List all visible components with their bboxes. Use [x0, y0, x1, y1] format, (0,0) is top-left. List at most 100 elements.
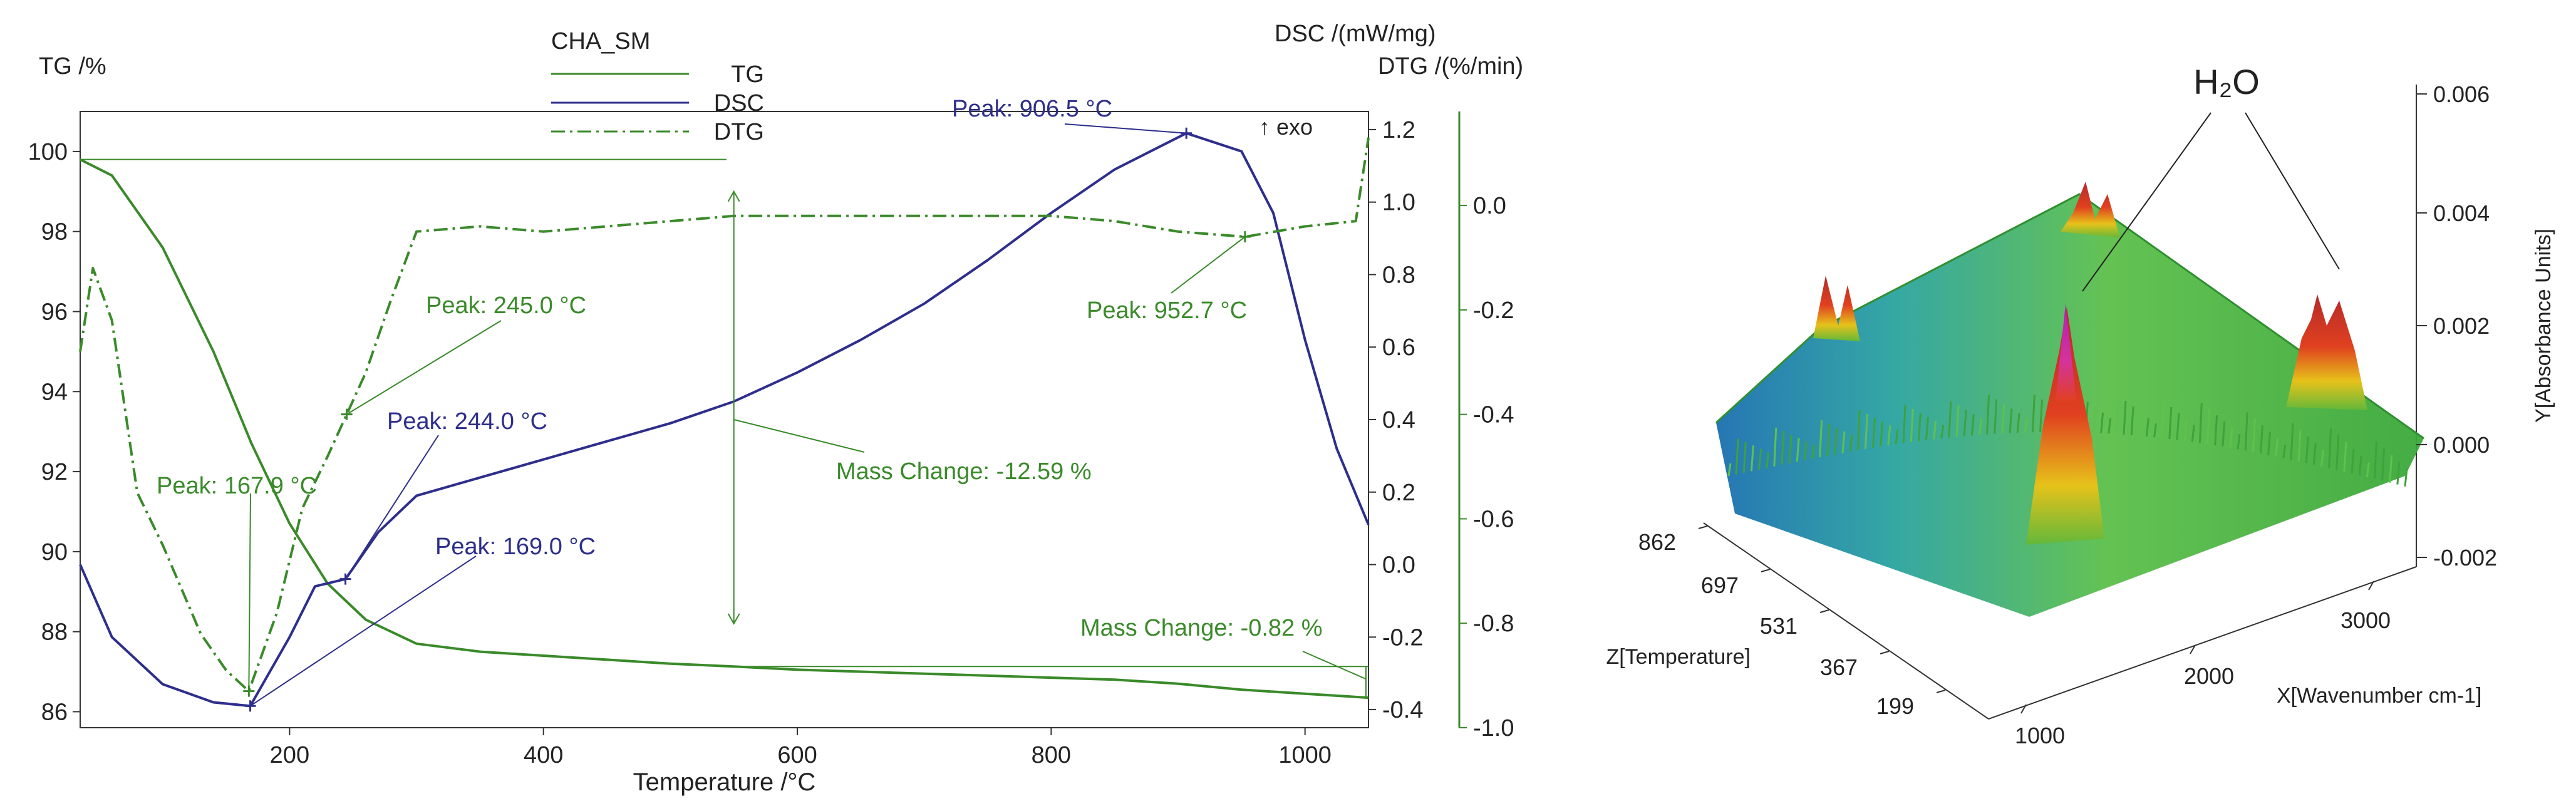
surface-spike	[2168, 406, 2173, 440]
dtg-tick-label: -0.4	[1473, 402, 1514, 428]
surface-spike	[2130, 406, 2134, 436]
x3d-tick-label: 3000	[2341, 607, 2391, 633]
surface-spike	[2237, 434, 2241, 450]
dtg-axis-title: DTG /(%/min)	[1378, 53, 1523, 80]
surface-spike	[2389, 455, 2393, 483]
dtg-tick-label: -0.6	[1473, 506, 1514, 532]
series-dsc	[79, 132, 1370, 708]
h2o-peak-stretching	[2286, 294, 2367, 410]
annotation-label: Peak: 169.0 °C	[435, 534, 596, 560]
tga-dsc-chart: 200 400 600 800 1000 Temperature /°C 86 88 90 92 9…	[28, 21, 1524, 796]
surface-spike	[1986, 395, 1990, 435]
surface-spike	[2031, 395, 2035, 433]
ftir-3d-chart: H₂O 0.006 0.004 0.002 0.000 -0.002 Y[Absorbanc…	[1606, 62, 2555, 748]
surface-spike	[1994, 399, 1998, 434]
surface-spike	[2009, 408, 2013, 433]
z3d-tick-label: 697	[1701, 572, 1739, 598]
surface-spike	[1727, 463, 1732, 477]
surface-spike	[1880, 421, 1884, 447]
x3d-axis-title: X[Wavenumber cm-1]	[2277, 684, 2482, 708]
h2o-pointer-right	[2245, 112, 2340, 270]
surface-spike	[2305, 436, 2309, 463]
chart-title: CHA_SM	[551, 28, 650, 54]
surface-spike	[1856, 410, 1861, 451]
surface-spike	[2297, 430, 2302, 462]
surface-spike	[1849, 435, 1853, 452]
tg-tick-label: 90	[41, 539, 68, 566]
surface-spike	[1811, 445, 1815, 459]
surface-spike	[1963, 410, 1967, 436]
surface-spike	[2214, 415, 2218, 446]
surface-spike	[1766, 452, 1770, 468]
surface-spike	[2145, 417, 2149, 437]
dtg-tick-label: -1.0	[1473, 715, 1514, 741]
surface-spike	[1910, 408, 1914, 443]
surface-spike	[2320, 450, 2325, 467]
dsc-tick-label: 0.2	[1382, 480, 1415, 506]
dsc-tick-label: 0.8	[1382, 262, 1415, 288]
mass-change-arrowhead	[727, 190, 740, 202]
annotation-leader	[250, 555, 477, 707]
surface-spike	[1940, 425, 1945, 439]
surface-spike	[2351, 448, 2355, 474]
h2o-label: H₂O	[2193, 62, 2260, 101]
y3d-axis-title: Y[Absorbance Units]	[2532, 229, 2555, 423]
ftir-group: H₂O 0.006 0.004 0.002 0.000 -0.002 Y[Absorbanc…	[1606, 62, 2555, 748]
mass-change-leader-2	[1302, 651, 1367, 680]
surface-spike	[2016, 413, 2020, 433]
annotation-leader	[1064, 123, 1187, 134]
surface-spike	[2312, 443, 2317, 465]
surface-spike	[1925, 416, 1930, 441]
surface-spike	[2176, 413, 2180, 440]
surface-spike	[1917, 413, 1922, 442]
surface-spike	[2366, 462, 2370, 477]
x3d-tick-label: 1000	[2015, 723, 2065, 748]
surface-spike	[2024, 418, 2028, 433]
surface-spike	[2206, 409, 2210, 445]
annotation-marker	[243, 685, 255, 697]
surface-spike	[2161, 401, 2165, 438]
surface-spike	[1742, 442, 1747, 473]
surface-spike	[2244, 412, 2248, 451]
dsc-tick-label: 0.6	[1382, 334, 1415, 361]
y3d-tick-label: 0.006	[2433, 81, 2490, 107]
surface-spike	[2373, 441, 2377, 479]
surface-spike	[2396, 462, 2401, 485]
surface-spike	[1970, 414, 1975, 436]
surface-spike	[2252, 418, 2256, 452]
h2o-peak-bending	[2026, 307, 2104, 545]
surface-spike	[2290, 423, 2294, 460]
dsc-tick-label: 0.0	[1382, 552, 1415, 579]
dtg-tick-label: -0.8	[1473, 611, 1514, 637]
h2o-pointer-left	[2082, 112, 2211, 292]
surface-spike	[1788, 434, 1792, 463]
surface-spike	[1735, 438, 1739, 475]
surface-spike	[2267, 431, 2272, 455]
y3d-tick-label: 0.000	[2433, 432, 2490, 458]
surface-spike	[1773, 427, 1777, 467]
surface-spike	[1887, 425, 1891, 446]
surface-spike	[1948, 401, 1952, 438]
tg-tick-label: 92	[41, 459, 68, 485]
annotation-marker	[1181, 127, 1192, 139]
surface-spike	[2328, 428, 2332, 468]
dsc-tick-label: -0.4	[1382, 697, 1423, 723]
tg-tick-label: 98	[41, 219, 68, 245]
legend-label-dtg: DTG	[714, 119, 764, 145]
annotation-label: Peak: 906.5 °C	[952, 96, 1112, 122]
surface-spike	[1803, 441, 1808, 461]
surface-spike	[2198, 403, 2203, 443]
surface-spike	[1978, 418, 1982, 435]
surface-spike	[1895, 429, 1899, 445]
surface-spike	[1902, 405, 1906, 443]
surface-spike	[2039, 399, 2044, 433]
annotation-leader	[248, 493, 251, 691]
x-tick-label: 800	[1032, 742, 1071, 768]
y3d-tick-label: -0.002	[2433, 545, 2497, 571]
x3d-tick	[2020, 704, 2027, 714]
surface-spike	[2138, 411, 2142, 436]
surface-spike	[2100, 412, 2104, 433]
z3d-tick	[1698, 525, 1708, 529]
z3d-tick-label: 367	[1820, 654, 1858, 680]
